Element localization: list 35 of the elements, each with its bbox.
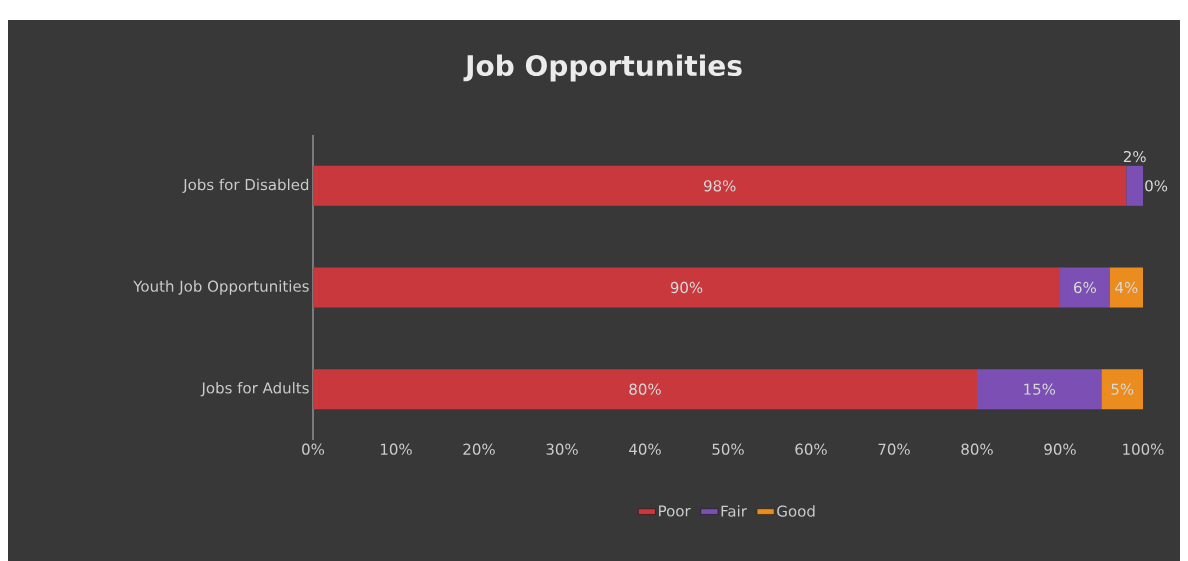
data-label: 4% [1115,281,1138,294]
x-tick-label: 60% [795,443,827,455]
x-tick-label: 80% [961,443,993,455]
bar [313,165,1127,206]
y-tick-label: Jobs for Adults [200,381,309,397]
data-label: 5% [1111,383,1134,395]
chart-title: Job Opportunities [463,54,742,82]
y-tick-label: Youth Job Opportunities [133,280,309,295]
bar [1101,369,1143,410]
bar [1109,267,1143,308]
y-tick-label: Jobs for Disabled [182,178,309,194]
legend-label: Fair [721,505,747,517]
data-label: 0% [1145,180,1168,192]
data-label: 2% [1123,150,1146,163]
data-label: 6% [1074,281,1096,294]
x-tick-label: 50% [712,443,744,455]
x-tick-label: 40% [629,443,661,455]
bar [313,267,1060,308]
data-label: 90% [670,281,703,294]
bar [977,369,1102,410]
bar [1126,165,1143,206]
x-tick-label: 0% [302,443,325,455]
data-label: 15% [1024,383,1056,395]
x-tick-label: 20% [463,443,495,455]
x-tick-label: 100% [1123,443,1164,455]
data-label: 80% [629,383,661,395]
x-tick-label: 30% [546,443,578,455]
x-tick-label: 10% [380,443,412,455]
bar [313,369,977,410]
bar [1060,267,1110,308]
legend-label: Good [777,505,815,517]
x-tick-label: 70% [878,443,910,455]
data-label: 98% [703,180,736,192]
legend-label: Poor [659,505,691,517]
x-tick-label: 90% [1044,443,1076,455]
